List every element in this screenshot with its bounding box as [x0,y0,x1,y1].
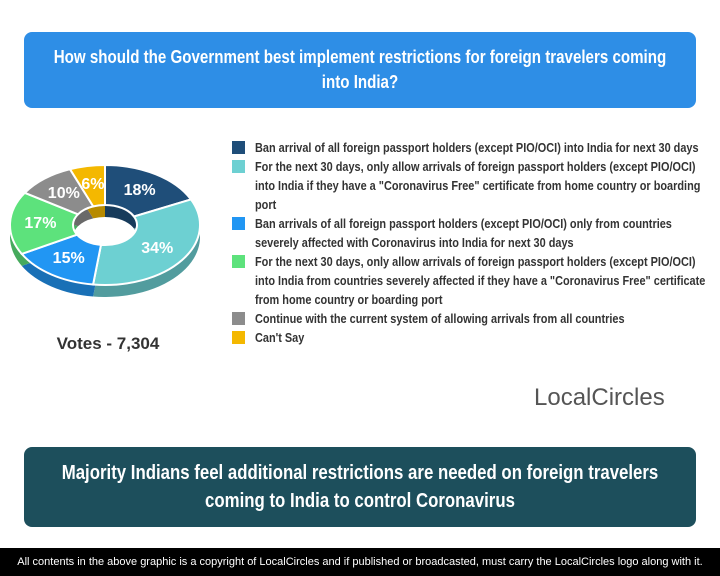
slice-label: 10% [48,185,80,202]
logo: LocalCircles [534,384,665,411]
slice-label: 34% [141,240,173,257]
slice [68,163,106,208]
conclusion-banner: Majority Indians feel additional restric… [24,447,696,527]
legend-entry: Ban arrival of all foreign passport hold… [232,138,712,157]
legend-label: Ban arrival of all foreign passport hold… [255,140,699,155]
legend-label: For the next 30 days, only allow arrival… [255,159,701,212]
slice-label: 6% [81,176,104,193]
legend: Ban arrival of all foreign passport hold… [232,138,712,347]
legend-swatch [232,255,245,268]
slice-label: 17% [24,215,56,232]
footer: All contents in the above graphic is a c… [0,548,720,576]
legend-entry: Can't Say [232,328,712,347]
legend-swatch [232,160,245,173]
legend-swatch [232,217,245,230]
legend-swatch [232,141,245,154]
slice [91,198,201,286]
legend-label: Ban arrivals of all foreign passport hol… [255,216,672,250]
slice [104,163,193,218]
legend-label: Can't Say [255,330,305,345]
chart-title: How should the Government best implement… [53,46,667,92]
legend-entry: For the next 30 days, only allow arrival… [232,157,712,214]
legend-label: For the next 30 days, only allow arrival… [255,254,706,307]
votes: Votes - 7,304 [56,334,160,353]
slice-label: 15% [53,250,85,267]
legend-swatch [232,331,245,344]
legend-swatch [232,312,245,325]
conclusion: Majority Indians feel additional restric… [61,462,659,512]
donut-chart: 18% 34% 15% 17% 10%6% [9,163,201,297]
title-banner: How should the Government best implement… [24,32,696,108]
slice-label: 18% [124,182,156,199]
legend-entry: For the next 30 days, only allow arrival… [232,252,712,309]
legend-entry: Continue with the current system of allo… [232,309,712,328]
legend-label: Continue with the current system of allo… [255,311,625,326]
legend-entry: Ban arrivals of all foreign passport hol… [232,214,712,252]
